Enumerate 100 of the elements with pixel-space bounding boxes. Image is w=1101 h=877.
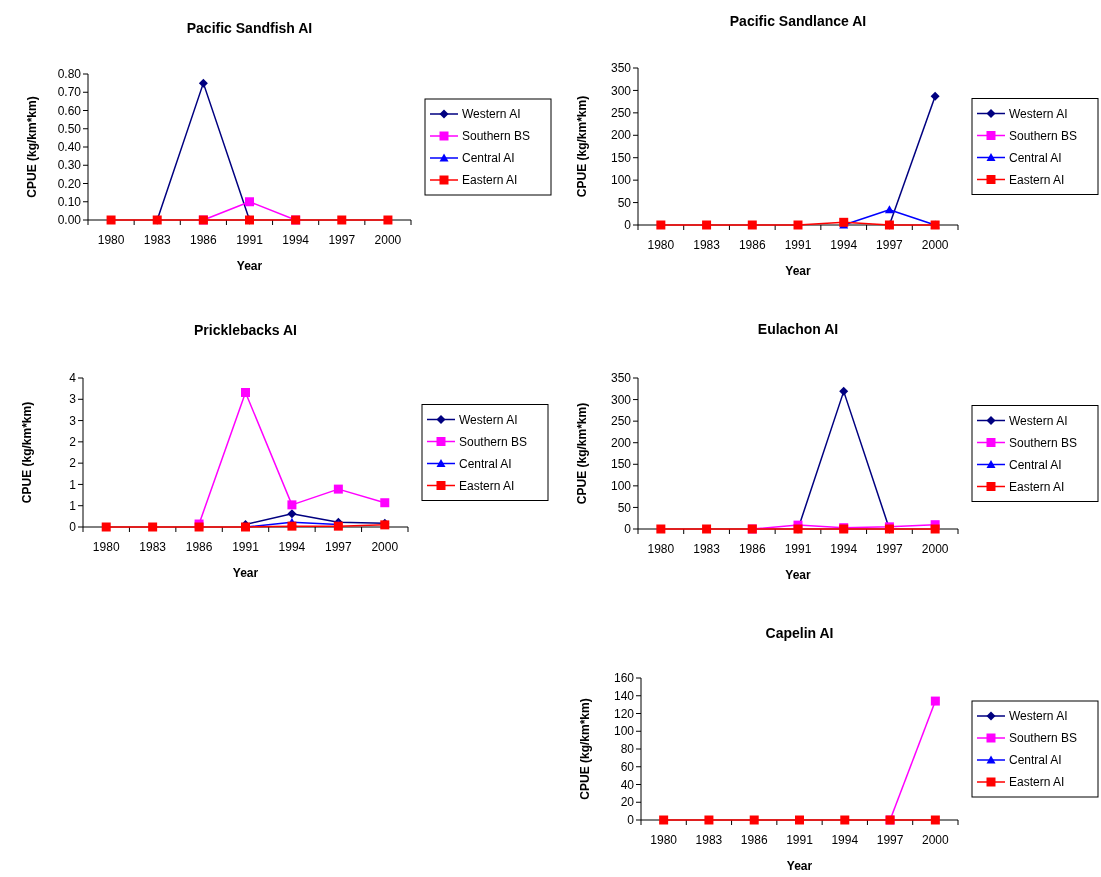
y-tick-label: 0.80 [57, 67, 82, 82]
y-tick-label: 150 [610, 457, 632, 472]
y-axis-title: CPUE (kg/km*km) [575, 95, 589, 198]
legend-label: Southern BS [459, 434, 528, 449]
y-tick-label: 2 [69, 456, 77, 471]
y-tick-label: 100 [610, 173, 632, 188]
y-tick-label: 0 [69, 520, 77, 535]
legend-label: Southern BS [462, 129, 531, 144]
y-tick-label: 0.20 [57, 176, 82, 191]
legend-label: Western AI [1009, 413, 1068, 428]
x-tick-label: 1983 [143, 233, 171, 247]
y-axis-title: CPUE (kg/km*km) [575, 402, 589, 505]
x-axis-title: Year [236, 259, 263, 273]
x-tick-label: 1991 [232, 540, 260, 554]
x-tick-label: 1994 [278, 540, 306, 554]
y-tick-label: 0.50 [57, 121, 82, 136]
legend-label: Eastern AI [1009, 172, 1065, 187]
x-tick-label: 2000 [921, 542, 949, 556]
x-tick-label: 2000 [921, 238, 949, 252]
x-tick-label: 1986 [190, 233, 218, 247]
x-tick-label: 1980 [97, 233, 125, 247]
y-tick-label: 150 [610, 150, 632, 165]
y-tick-label: 0.70 [57, 85, 82, 100]
x-tick-label: 1997 [328, 233, 356, 247]
y-tick-label: 350 [610, 61, 632, 76]
y-tick-label: 0.40 [57, 140, 82, 155]
y-tick-label: 250 [610, 106, 632, 121]
y-axis-title: CPUE (kg/km*km) [25, 96, 39, 198]
x-tick-label: 1980 [647, 238, 675, 252]
legend-label: Eastern AI [459, 478, 515, 493]
y-tick-label: 0.00 [57, 213, 82, 228]
legend-label: Western AI [1009, 106, 1068, 121]
y-tick-label: 140 [613, 688, 635, 703]
x-tick-label: 1983 [695, 833, 723, 847]
y-tick-label: 250 [610, 414, 632, 429]
y-tick-label: 0.60 [57, 103, 82, 118]
x-axis-title: Year [232, 566, 259, 580]
x-tick-label: 1986 [740, 833, 768, 847]
legend-label: Central AI [1009, 753, 1062, 768]
y-tick-label: 4 [69, 371, 77, 386]
legend-label: Western AI [1009, 709, 1068, 724]
x-tick-label: 1991 [784, 542, 812, 556]
legend-label: Southern BS [1009, 731, 1078, 746]
x-tick-label: 1980 [647, 542, 675, 556]
legend-label: Central AI [462, 151, 515, 166]
x-tick-label: 1980 [92, 540, 120, 554]
y-tick-label: 60 [620, 759, 635, 774]
y-tick-label: 40 [620, 777, 635, 792]
x-tick-label: 1983 [139, 540, 167, 554]
y-tick-label: 0 [624, 522, 632, 537]
x-tick-label: 1994 [831, 833, 859, 847]
x-tick-label: 1994 [830, 542, 858, 556]
legend-label: Western AI [459, 412, 518, 427]
x-tick-label: 1994 [282, 233, 310, 247]
x-axis-title: Year [785, 568, 812, 582]
legend-label: Southern BS [1009, 128, 1078, 143]
y-tick-label: 3 [69, 413, 77, 428]
x-tick-label: 2000 [371, 540, 399, 554]
chart-title: Pacific Sandfish AI [186, 20, 313, 36]
x-axis-title: Year [786, 859, 813, 873]
x-tick-label: 1994 [830, 238, 858, 252]
x-tick-label: 1986 [738, 238, 766, 252]
legend-label: Central AI [1009, 457, 1062, 472]
x-tick-label: 1991 [236, 233, 264, 247]
y-tick-label: 120 [613, 706, 635, 721]
y-tick-label: 50 [617, 500, 632, 515]
legend-label: Central AI [459, 456, 512, 471]
x-tick-label: 1983 [693, 238, 721, 252]
y-tick-label: 1 [69, 498, 77, 513]
y-axis-title: CPUE (kg/km*km) [20, 401, 34, 504]
legend-label: Southern BS [1009, 435, 1078, 450]
legend-label: Eastern AI [462, 173, 518, 188]
x-tick-label: 1991 [786, 833, 814, 847]
y-tick-label: 300 [610, 83, 632, 98]
y-tick-label: 160 [613, 671, 635, 686]
y-tick-label: 2 [69, 435, 77, 450]
x-tick-label: 1983 [693, 542, 721, 556]
y-tick-label: 0 [624, 218, 632, 233]
legend-label: Eastern AI [1009, 479, 1065, 494]
x-tick-label: 1997 [876, 833, 904, 847]
y-tick-label: 350 [610, 371, 632, 386]
x-tick-label: 1986 [185, 540, 213, 554]
legend-label: Eastern AI [1009, 775, 1065, 790]
chart-title: Pricklebacks AI [194, 322, 297, 338]
x-tick-label: 2000 [922, 833, 950, 847]
chart-title: Eulachon AI [757, 321, 839, 337]
x-tick-label: 1997 [325, 540, 353, 554]
y-tick-label: 20 [620, 795, 635, 810]
y-tick-label: 100 [613, 724, 635, 739]
x-tick-label: 1980 [650, 833, 678, 847]
chart-title: Pacific Sandlance AI [729, 13, 867, 29]
y-tick-label: 0 [627, 813, 635, 828]
x-axis-title: Year [785, 264, 812, 278]
y-tick-label: 0.30 [57, 158, 82, 173]
y-axis-title: CPUE (kg/km*km) [578, 698, 592, 800]
legend-label: Western AI [462, 107, 521, 122]
y-tick-label: 80 [620, 742, 635, 757]
y-tick-label: 0.10 [57, 194, 82, 209]
y-tick-label: 200 [610, 128, 632, 143]
x-tick-label: 1997 [876, 238, 904, 252]
